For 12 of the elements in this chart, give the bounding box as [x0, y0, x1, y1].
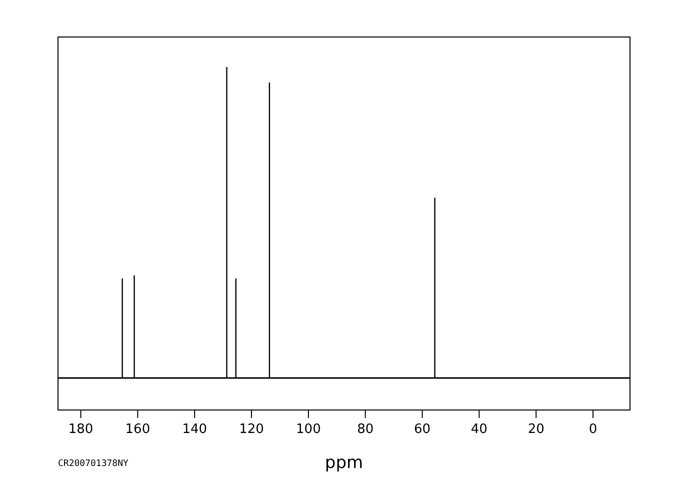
x-tick-label: 60 [414, 422, 431, 438]
x-tick-label: 100 [296, 422, 321, 438]
x-tick-label: 40 [470, 422, 488, 438]
x-tick-label: 140 [182, 422, 208, 438]
x-tick-label: 160 [125, 422, 150, 438]
text: CR200701378NY [58, 459, 130, 469]
x-tick-label: 0 [588, 422, 598, 438]
x-tick-label: 20 [528, 422, 544, 438]
x-tick-label: 120 [239, 422, 264, 438]
x-tick-label: 180 [68, 422, 94, 438]
x-tick-label: 80 [357, 422, 374, 438]
x-axis-title: ppm [324, 453, 364, 473]
